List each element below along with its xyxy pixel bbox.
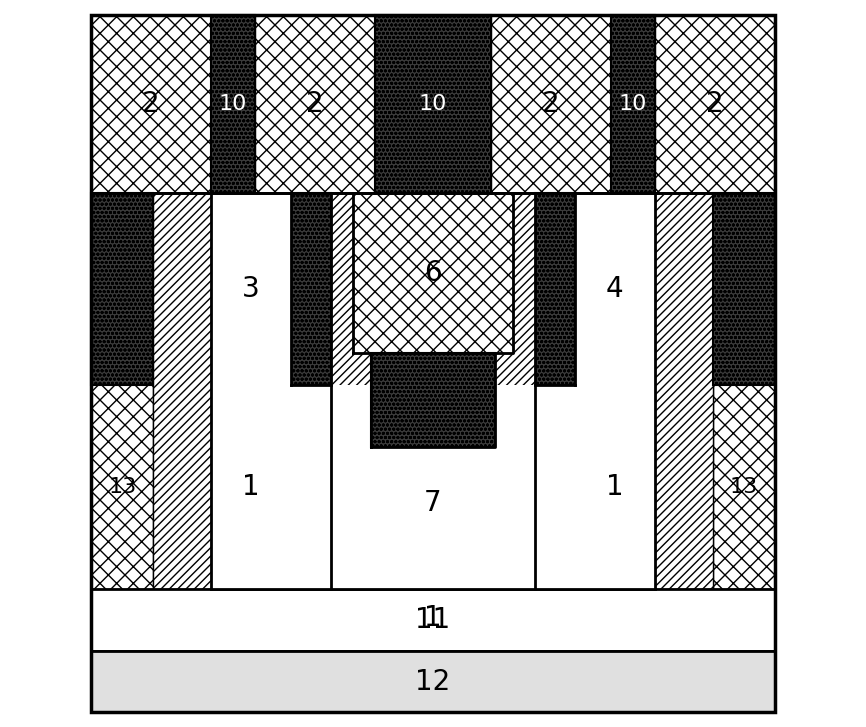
Bar [713, 193, 775, 589]
Text: 2: 2 [143, 89, 160, 118]
Bar [375, 15, 491, 193]
Bar [255, 15, 375, 193]
Bar [91, 193, 153, 385]
Bar [91, 193, 153, 589]
Text: 13: 13 [108, 477, 136, 497]
Text: 6: 6 [424, 259, 442, 286]
Text: 1: 1 [424, 604, 442, 632]
Bar [91, 651, 775, 712]
Bar [211, 193, 291, 589]
Bar [611, 15, 655, 193]
Bar [535, 193, 575, 385]
Bar [491, 15, 611, 193]
Text: 1: 1 [606, 473, 624, 501]
Bar [91, 589, 775, 651]
Bar [713, 193, 775, 385]
Bar [91, 15, 211, 193]
Bar [153, 193, 211, 589]
Bar [291, 193, 331, 385]
Bar [575, 193, 655, 589]
Bar [331, 193, 535, 589]
Bar [655, 15, 775, 193]
Bar [211, 385, 655, 589]
Text: 13: 13 [730, 477, 758, 497]
Text: 7: 7 [424, 489, 442, 518]
Text: 10: 10 [219, 94, 248, 113]
Bar [655, 193, 713, 589]
Text: 11: 11 [416, 606, 450, 634]
Text: 1: 1 [242, 473, 260, 501]
Bar [353, 193, 513, 353]
Text: 2: 2 [706, 89, 723, 118]
Text: 2: 2 [542, 89, 560, 118]
Bar [211, 15, 255, 193]
Text: 10: 10 [618, 94, 647, 113]
Text: 4: 4 [606, 275, 624, 303]
Bar [372, 353, 494, 447]
Text: 12: 12 [416, 667, 450, 696]
Text: 2: 2 [306, 89, 324, 118]
Text: 10: 10 [419, 94, 447, 113]
Text: 3: 3 [242, 275, 260, 303]
